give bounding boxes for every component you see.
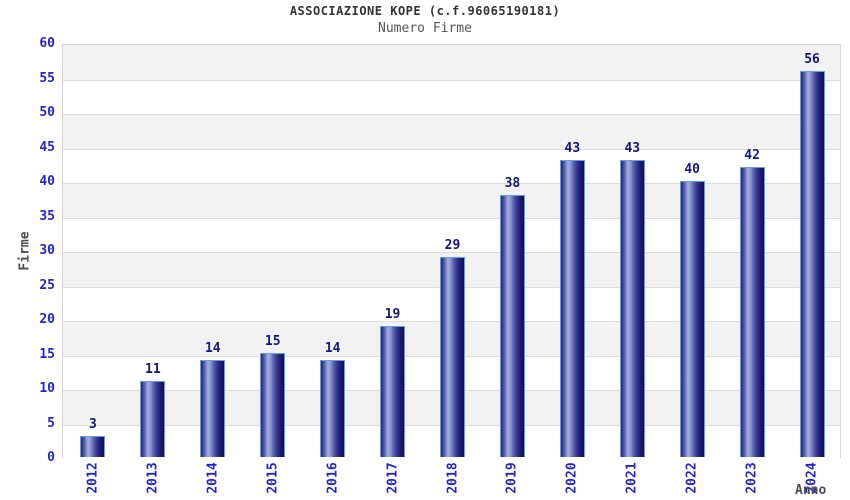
x-tick-label-2017: 2017 bbox=[385, 462, 401, 494]
gridline bbox=[63, 79, 840, 81]
background-band bbox=[63, 45, 840, 80]
y-tick-label: 35 bbox=[39, 208, 55, 224]
y-tick-label: 50 bbox=[39, 105, 55, 120]
y-tick-label: 5 bbox=[47, 415, 55, 431]
bar-value-label: 15 bbox=[264, 334, 281, 349]
y-tick-label: 20 bbox=[39, 312, 55, 327]
gridline bbox=[63, 252, 840, 253]
bar-value-label: 3 bbox=[89, 417, 97, 432]
bar-2017[interactable] bbox=[380, 326, 405, 457]
bar-2020[interactable] bbox=[560, 160, 585, 457]
y-tick-label: 0 bbox=[47, 450, 55, 465]
bar-2018[interactable] bbox=[440, 257, 465, 457]
bar-value-label: 42 bbox=[744, 148, 760, 163]
y-tick-label: 45 bbox=[39, 139, 55, 155]
x-tick-label-2023: 2023 bbox=[744, 462, 760, 494]
x-tick-label-2019: 2019 bbox=[504, 462, 520, 494]
bar-2023[interactable] bbox=[740, 167, 765, 457]
x-tick-label-2015: 2015 bbox=[265, 462, 281, 494]
x-tick-label-2018: 2018 bbox=[445, 462, 460, 494]
background-band bbox=[63, 114, 840, 149]
bar-2015[interactable] bbox=[260, 353, 285, 457]
background-band bbox=[63, 79, 840, 114]
bar-value-label: 19 bbox=[384, 307, 401, 322]
chart-subtitle: Numero Firme bbox=[378, 21, 472, 36]
y-tick-label: 30 bbox=[39, 243, 55, 258]
bar-value-label: 29 bbox=[444, 238, 461, 253]
x-tick-label-2021: 2021 bbox=[624, 462, 640, 494]
chart-title: ASSOCIAZIONE KOPE (c.f.96065190181) bbox=[289, 4, 561, 18]
y-tick-label: 60 bbox=[39, 36, 55, 51]
y-tick-label: 25 bbox=[39, 277, 55, 293]
bar-value-label: 40 bbox=[684, 162, 701, 177]
x-tick-label-2020: 2020 bbox=[564, 462, 580, 494]
background-band bbox=[63, 217, 840, 252]
bar-2024[interactable] bbox=[800, 71, 825, 457]
bar-value-label: 43 bbox=[624, 141, 641, 156]
gridline bbox=[63, 183, 840, 184]
y-tick-label: 10 bbox=[39, 381, 55, 396]
x-tick-label-2013: 2013 bbox=[145, 462, 161, 494]
y-tick-label: 40 bbox=[39, 174, 55, 189]
plot-area: 3 11 14 15 14 19 29 38 43 43 40 42 56 bbox=[62, 44, 841, 459]
bar-value-label: 11 bbox=[145, 362, 161, 377]
bar-2012[interactable] bbox=[80, 436, 105, 457]
gridline bbox=[63, 217, 840, 219]
x-tick-label-2014: 2014 bbox=[205, 462, 221, 494]
bar-value-label: 56 bbox=[804, 52, 820, 67]
bar-2019[interactable] bbox=[500, 195, 525, 457]
bar-2014[interactable] bbox=[200, 360, 225, 457]
gridline bbox=[63, 114, 840, 115]
bar-value-label: 43 bbox=[564, 141, 581, 156]
y-tick-label: 15 bbox=[39, 346, 55, 362]
bar-2013[interactable] bbox=[140, 381, 165, 457]
bar-2022[interactable] bbox=[680, 181, 705, 457]
bar-value-label: 14 bbox=[324, 341, 341, 356]
bar-value-label: 14 bbox=[204, 341, 221, 356]
x-tick-label-2022: 2022 bbox=[684, 462, 700, 494]
background-band bbox=[63, 183, 840, 218]
y-tick-label: 55 bbox=[39, 70, 55, 86]
bar-2016[interactable] bbox=[320, 360, 345, 457]
bar-2021[interactable] bbox=[620, 160, 645, 457]
background-band bbox=[63, 148, 840, 183]
gridline bbox=[63, 148, 840, 150]
x-axis-title: Anno bbox=[795, 483, 827, 498]
x-tick-label-2012: 2012 bbox=[85, 462, 101, 494]
x-tick-label-2016: 2016 bbox=[325, 462, 341, 494]
bar-value-label: 38 bbox=[504, 176, 521, 191]
